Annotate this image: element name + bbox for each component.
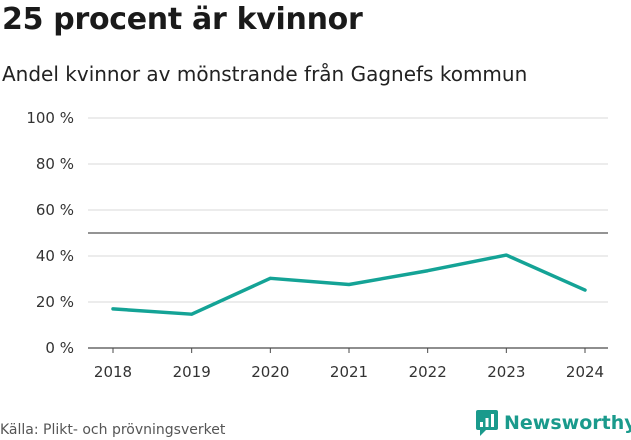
x-axis-ticks: 2018 2019 2020 2021 2022 2023 2024 — [94, 348, 604, 381]
y-axis-ticks: 0 % 20 % 40 % 60 % 80 % 100 % — [26, 109, 74, 357]
x-tick-label: 2024 — [566, 363, 604, 381]
y-tick-label: 0 % — [45, 339, 74, 357]
y-tick-label: 60 % — [36, 201, 74, 219]
x-tick-label: 2022 — [409, 363, 447, 381]
y-tick-label: 100 % — [26, 109, 74, 127]
source-note: Källa: Plikt- och prövningsverket — [0, 420, 225, 440]
x-tick-label: 2018 — [94, 363, 132, 381]
newsworthy-brand: Newsworthy — [476, 408, 631, 438]
y-tick-label: 80 % — [36, 155, 74, 173]
x-tick-label: 2023 — [487, 363, 525, 381]
series-line — [113, 255, 585, 314]
newsworthy-logo-icon — [476, 410, 498, 436]
series-group — [113, 255, 585, 314]
y-tick-label: 20 % — [36, 293, 74, 311]
y-tick-label: 40 % — [36, 247, 74, 265]
brand-name: Newsworthy — [504, 412, 631, 434]
x-tick-label: 2019 — [173, 363, 211, 381]
x-tick-label: 2021 — [330, 363, 368, 381]
x-tick-label: 2020 — [251, 363, 289, 381]
